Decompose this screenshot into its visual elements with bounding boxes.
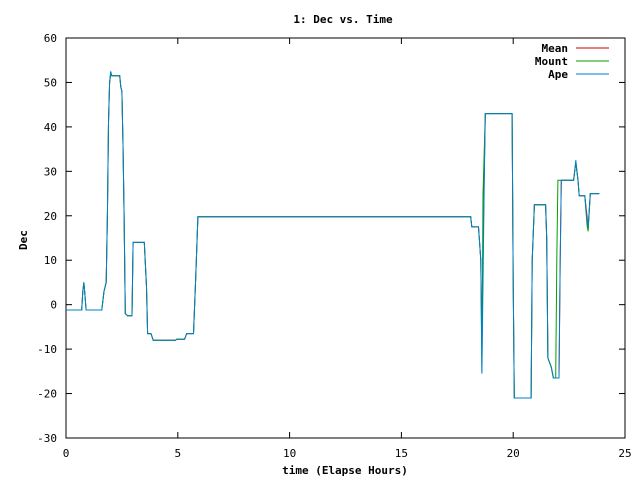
y-tick-label: 10 [44,254,57,267]
x-tick-label: 15 [395,447,408,460]
series-line-ape [66,71,600,399]
y-tick-label: -20 [37,388,57,401]
legend-label-mean: Mean [542,42,569,55]
y-tick-label: 30 [44,165,57,178]
plot-frame [65,37,626,439]
y-tick-label: 20 [44,210,57,223]
series-line-mount [66,71,600,399]
x-tick-label: 5 [174,447,181,460]
series-line-mean [66,71,600,399]
y-tick-label: -30 [37,432,57,445]
y-tick-label: 40 [44,121,57,134]
y-tick-label: 60 [44,32,57,45]
x-tick-label: 0 [63,447,70,460]
y-axis-label: Dec [17,230,30,250]
chart-title: 1: Dec vs. Time [293,13,393,26]
x-axis-label: time (Elapse Hours) [282,464,408,477]
legend-label-mount: Mount [535,55,568,68]
x-tick-label: 20 [507,447,520,460]
y-tick-label: 0 [50,299,57,312]
y-tick-label: -10 [37,343,57,356]
legend-label-ape: Ape [548,68,568,81]
x-tick-label: 10 [283,447,296,460]
x-tick-label: 25 [618,447,631,460]
y-tick-label: 50 [44,76,57,89]
